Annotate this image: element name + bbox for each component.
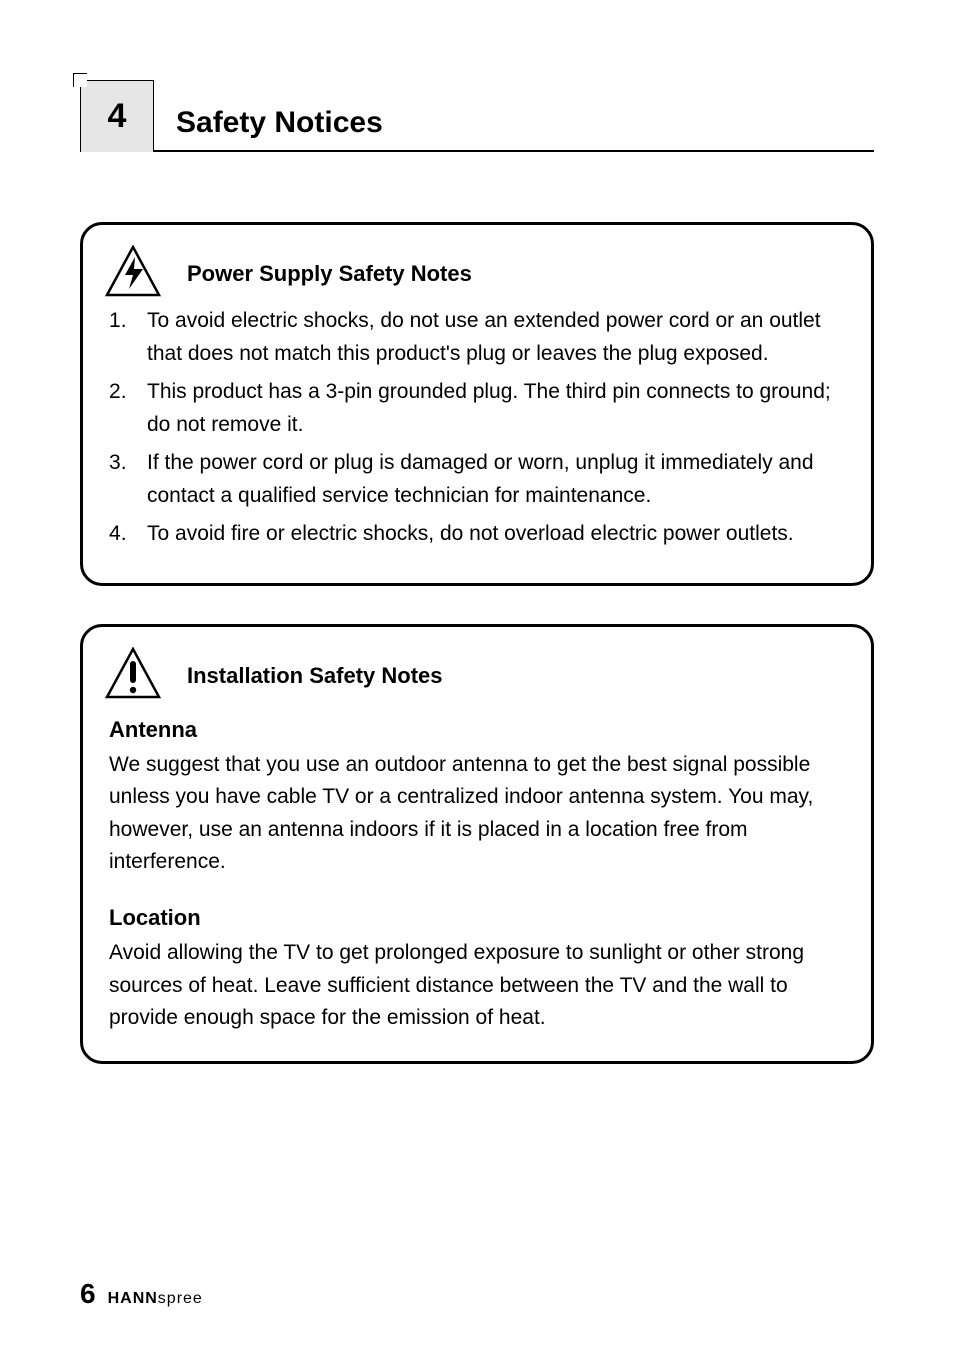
page: 4 Safety Notices Power Supply Safety Not… bbox=[0, 0, 954, 1352]
power-item: If the power cord or plug is damaged or … bbox=[109, 447, 845, 512]
power-heading: Power Supply Safety Notes bbox=[163, 249, 472, 287]
exclamation-icon bbox=[103, 647, 163, 701]
location-title: Location bbox=[109, 905, 845, 931]
section-title: Safety Notices bbox=[154, 106, 383, 150]
corner-notch bbox=[73, 73, 87, 87]
power-supply-box: Power Supply Safety Notes To avoid elect… bbox=[80, 222, 874, 586]
power-list: To avoid electric shocks, do not use an … bbox=[109, 305, 845, 551]
section-header-right: Safety Notices bbox=[154, 80, 874, 152]
section-title-row: Safety Notices bbox=[154, 106, 874, 152]
antenna-title: Antenna bbox=[109, 717, 845, 743]
lightning-icon bbox=[103, 245, 163, 299]
page-footer: 6 HANNspree bbox=[80, 1278, 203, 1310]
page-number: 6 bbox=[80, 1278, 96, 1310]
brand-thin: spree bbox=[158, 1290, 203, 1307]
section-header: 4 Safety Notices bbox=[80, 80, 874, 152]
location-text: Avoid allowing the TV to get prolonged e… bbox=[109, 937, 845, 1035]
install-heading: Installation Safety Notes bbox=[163, 651, 443, 689]
power-heading-row: Power Supply Safety Notes bbox=[109, 249, 845, 299]
installation-box: Installation Safety Notes Antenna We sug… bbox=[80, 624, 874, 1064]
power-item: To avoid fire or electric shocks, do not… bbox=[109, 518, 845, 551]
section-number: 4 bbox=[108, 97, 127, 136]
power-item: This product has a 3-pin grounded plug. … bbox=[109, 376, 845, 441]
brand-bold: HANN bbox=[108, 1290, 158, 1307]
antenna-text: We suggest that you use an outdoor anten… bbox=[109, 749, 845, 879]
spacer bbox=[80, 152, 874, 222]
brand-logo: HANNspree bbox=[108, 1290, 203, 1308]
section-number-box: 4 bbox=[80, 80, 154, 152]
power-item: To avoid electric shocks, do not use an … bbox=[109, 305, 845, 370]
install-heading-row: Installation Safety Notes bbox=[109, 651, 845, 701]
